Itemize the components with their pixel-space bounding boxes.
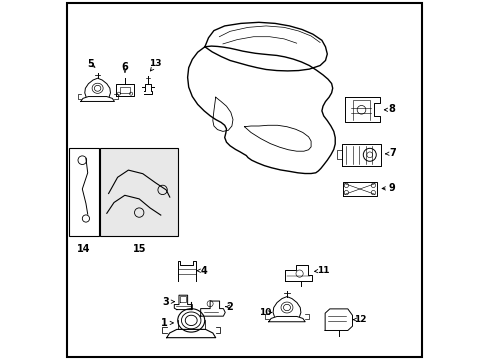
Text: 7: 7 xyxy=(388,148,395,158)
Bar xyxy=(101,148,178,236)
Text: 8: 8 xyxy=(388,104,395,114)
Text: 12: 12 xyxy=(353,315,366,324)
Text: 4: 4 xyxy=(201,266,207,276)
Bar xyxy=(69,148,99,236)
Text: 11: 11 xyxy=(316,266,328,275)
Text: 2: 2 xyxy=(226,302,233,312)
Text: 15: 15 xyxy=(132,244,145,254)
Text: 9: 9 xyxy=(388,183,395,193)
Text: 3: 3 xyxy=(163,297,169,307)
Text: 5: 5 xyxy=(87,59,94,69)
Text: 1: 1 xyxy=(161,318,167,328)
Text: 10: 10 xyxy=(259,308,271,317)
Text: 14: 14 xyxy=(77,244,91,254)
Text: 6: 6 xyxy=(122,62,128,72)
Text: 13: 13 xyxy=(149,58,161,68)
